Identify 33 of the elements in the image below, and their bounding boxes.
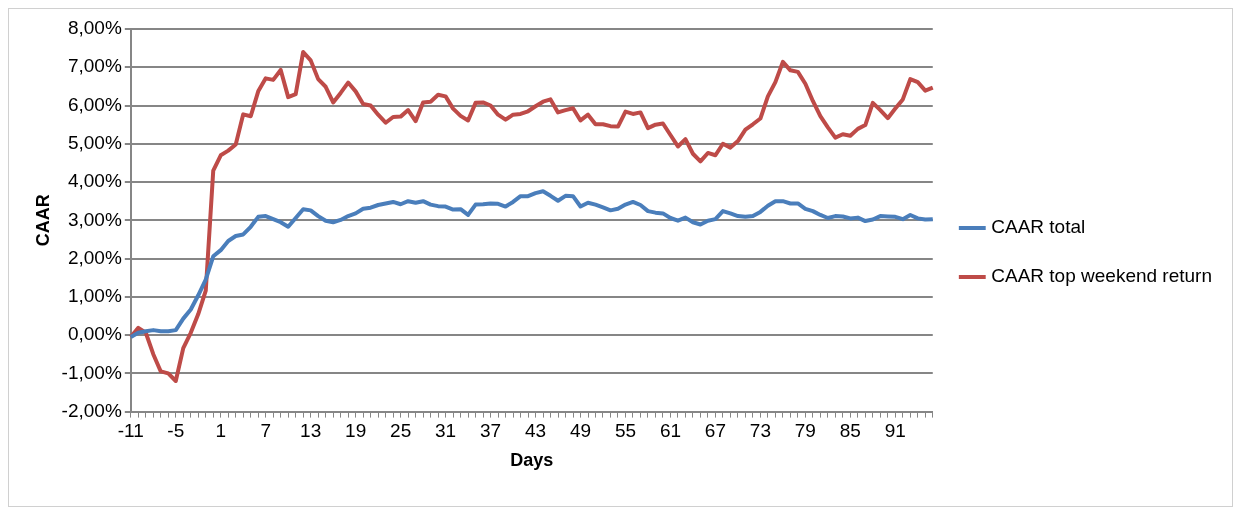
x-tick-label: 91 — [884, 420, 906, 442]
x-tick-label: 49 — [569, 420, 592, 442]
x-tick-label: -5 — [167, 420, 185, 442]
y-tick-label: 4,00% — [67, 170, 122, 192]
x-tick-label: 37 — [479, 420, 502, 442]
y-tick-label: 6,00% — [67, 93, 122, 115]
x-tick-label: 55 — [614, 420, 637, 442]
x-tick-label: 1 — [215, 420, 227, 442]
y-tick-label: 5,00% — [67, 132, 122, 154]
x-tick-label: 79 — [794, 420, 816, 442]
y-tick-label: 3,00% — [67, 208, 122, 230]
x-tick-label: 7 — [260, 420, 271, 442]
y-tick-label: -1,00% — [61, 361, 122, 383]
y-tick-label: 8,00% — [67, 17, 122, 39]
y-tick-label: 0,00% — [67, 323, 122, 345]
x-tick-label: 67 — [704, 420, 726, 442]
x-tick-label: 61 — [659, 420, 682, 442]
x-tick-label: -11 — [117, 420, 144, 442]
y-tick-label: 7,00% — [67, 55, 122, 77]
x-tick-label: 25 — [390, 420, 412, 442]
y-axis-title: CAAR — [32, 194, 53, 247]
x-tick-label: 85 — [839, 420, 861, 442]
x-axis-title: Days — [510, 450, 554, 471]
y-tick-label: -2,00% — [61, 399, 122, 421]
y-tick-label: 2,00% — [67, 246, 122, 268]
x-tick-label: 19 — [345, 420, 367, 442]
y-tick-label: 1,00% — [67, 285, 122, 307]
x-tick-label: 73 — [749, 420, 771, 442]
x-tick-label: 31 — [435, 420, 457, 442]
legend-label: CAAR top weekend return — [991, 265, 1213, 287]
x-tick-label: 43 — [524, 420, 547, 442]
legend-label: CAAR total — [991, 216, 1086, 238]
x-tick-label: 13 — [300, 420, 322, 442]
